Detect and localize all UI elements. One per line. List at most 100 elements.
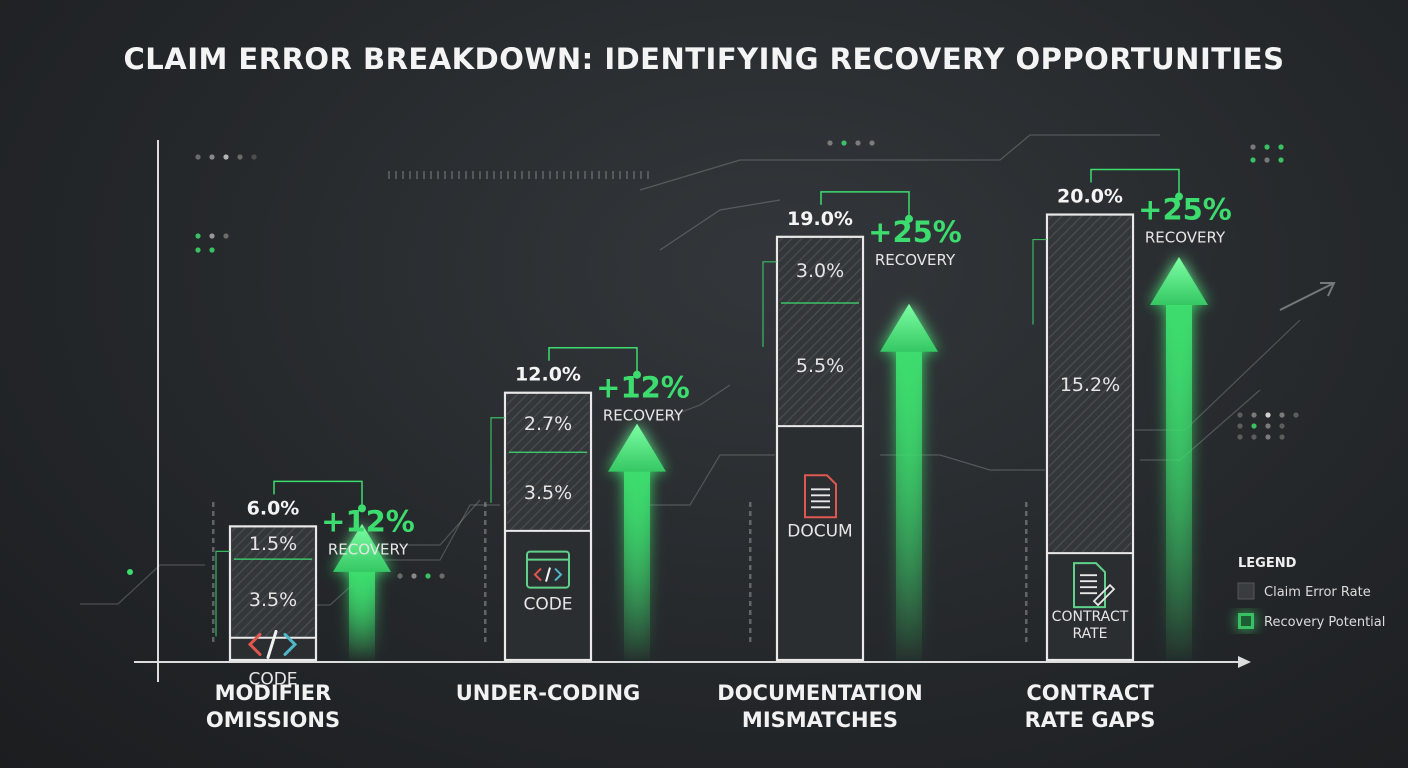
dashed-tick <box>484 502 487 507</box>
circuit-tick <box>423 171 425 179</box>
dashed-tick <box>484 601 487 606</box>
decor-dot <box>1293 412 1299 418</box>
legend-item-label: Claim Error Rate <box>1264 585 1371 600</box>
decor-dot <box>411 573 417 579</box>
decor-dot <box>1279 423 1285 429</box>
axes <box>134 140 1251 682</box>
circuit-tick <box>458 171 460 179</box>
bar-group-1: 1.5% 3.5% CODE 6.0% +12% RECOVERY MODIFIER OMIS… <box>206 480 415 732</box>
dashed-tick <box>212 637 215 642</box>
dashed-tick <box>1025 511 1028 516</box>
dashed-tick <box>749 529 752 534</box>
circuit-tick <box>563 171 565 179</box>
circuit-tick <box>528 171 530 179</box>
dashed-tick <box>749 583 752 588</box>
category-label: MODIFIER <box>215 681 332 705</box>
bar-outline <box>503 391 593 662</box>
circuit-tick <box>479 171 481 179</box>
dashed-tick <box>484 574 487 579</box>
legend-item-label: Recovery Potential <box>1264 615 1385 630</box>
dashed-tick <box>484 565 487 570</box>
recovery-arrow-icon <box>608 423 666 660</box>
legend-title: LEGEND <box>1238 556 1297 571</box>
icon-label: CONTRACT <box>1052 609 1129 625</box>
decor-dot <box>425 573 431 579</box>
bracket-connector <box>273 480 363 507</box>
category-label: OMISSIONS <box>206 708 340 732</box>
dashed-tick <box>1025 556 1028 561</box>
dashed-tick <box>484 556 487 561</box>
circuit-tick <box>633 171 635 179</box>
decor-dot <box>1278 157 1284 163</box>
code-bracket-right <box>283 632 298 656</box>
dashed-tick <box>749 628 752 633</box>
decor-dot <box>1265 412 1271 418</box>
circuit-tick <box>430 171 432 179</box>
icon-label: DOCUM <box>787 521 852 541</box>
dashed-tick <box>1025 610 1028 615</box>
decor-dot <box>209 247 215 253</box>
circuit-line <box>400 499 481 546</box>
decor-dot <box>195 247 201 253</box>
decor-dot <box>841 140 847 146</box>
total-label: 20.0% <box>1057 186 1123 208</box>
decor-dot <box>1237 412 1243 418</box>
circuit-tick <box>507 171 509 179</box>
dashed-tick <box>1025 601 1028 606</box>
dashed-tick <box>484 538 487 543</box>
dashed-tick <box>1025 574 1028 579</box>
dashed-tick <box>749 601 752 606</box>
circuit-tick <box>535 171 537 179</box>
circuit-tick <box>626 171 628 179</box>
decor-dot <box>195 233 201 239</box>
dashed-tick <box>1025 592 1028 597</box>
decor-dot <box>1250 157 1256 163</box>
arrow-head <box>1150 257 1208 305</box>
code-bracket-right <box>554 567 563 582</box>
recovery-arrow-icon <box>333 523 391 660</box>
connector-dot <box>905 214 913 223</box>
connector-dot <box>1175 192 1183 201</box>
dashed-tick <box>212 520 215 525</box>
code-window-icon <box>526 550 570 589</box>
contract-icon <box>1073 562 1116 609</box>
decor-dot <box>1251 423 1257 429</box>
decor-dot <box>209 154 215 160</box>
recovery-arrow-icon <box>880 303 938 660</box>
segment-label: 3.5% <box>524 482 572 504</box>
side-connector <box>215 550 230 637</box>
circuit-tick <box>486 171 488 179</box>
decor-dot <box>223 233 229 239</box>
bar-outline <box>1045 213 1135 662</box>
circuit-line <box>650 454 775 506</box>
recovery-caption: RECOVERY <box>1145 229 1226 247</box>
decor-dot <box>1279 412 1285 418</box>
bracket-connector <box>820 191 910 217</box>
decor-dot <box>869 140 875 146</box>
circuit-tick <box>577 171 579 179</box>
dashed-tick <box>212 619 215 624</box>
decor-dot <box>855 140 861 146</box>
legend: LEGEND Claim Error Rate Recovery Potential <box>1237 556 1385 630</box>
decor-dot <box>397 573 403 579</box>
recovery-caption: RECOVERY <box>603 407 684 425</box>
category-label: DOCUMENTATION <box>717 681 922 705</box>
dashed-tick <box>749 619 752 624</box>
dashed-tick <box>212 610 215 615</box>
decor-dot <box>237 154 243 160</box>
circuit-tick <box>584 171 586 179</box>
dashed-tick <box>212 556 215 561</box>
segment-label: 3.5% <box>249 589 297 611</box>
decor-dot <box>1264 144 1270 150</box>
bracket-connector <box>1090 168 1180 195</box>
decor-dot <box>1237 423 1243 429</box>
dashed-tick <box>212 601 215 606</box>
dashed-tick <box>212 502 215 507</box>
decor-dot <box>251 154 257 160</box>
legend-swatch-inner <box>1241 616 1251 626</box>
bar-outline <box>775 235 865 662</box>
decor-dot <box>1237 434 1243 440</box>
dashed-tick <box>1025 502 1028 507</box>
recovery-value: +12% <box>321 504 415 538</box>
